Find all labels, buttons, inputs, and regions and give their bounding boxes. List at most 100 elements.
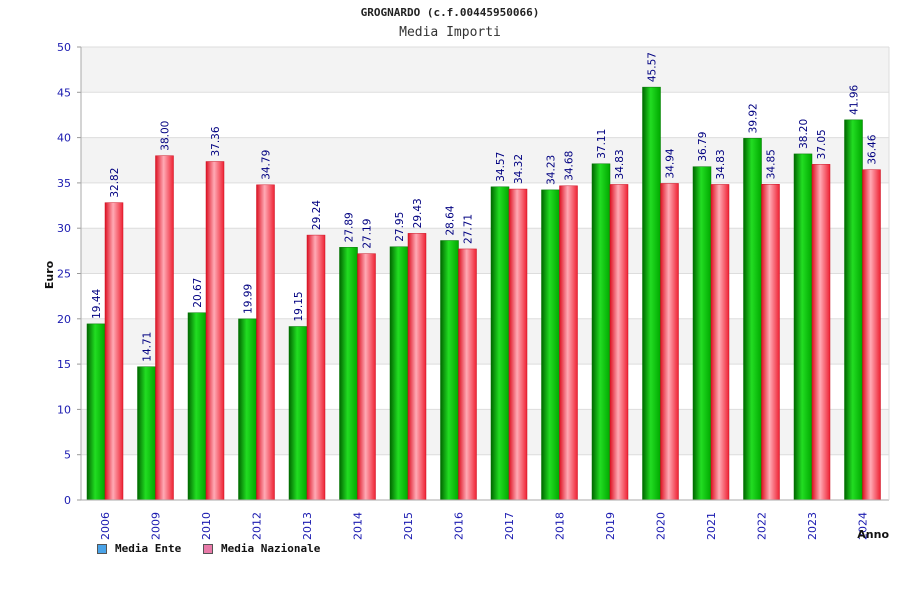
y-tick-label: 10 bbox=[57, 403, 71, 416]
x-tick-label: 2013 bbox=[301, 512, 314, 540]
data-label-media-ente: 34.57 bbox=[495, 152, 507, 182]
data-label-media-nazionale: 36.46 bbox=[867, 134, 879, 164]
y-tick-label: 35 bbox=[57, 177, 71, 190]
data-label-media-nazionale: 37.05 bbox=[816, 129, 828, 159]
data-label-media-nazionale: 27.19 bbox=[362, 219, 374, 249]
data-label-media-nazionale: 34.85 bbox=[766, 149, 778, 179]
bar-media-ente bbox=[288, 326, 308, 501]
bar-media-ente bbox=[490, 186, 510, 501]
x-tick-label: 2015 bbox=[402, 512, 415, 540]
y-tick-label: 25 bbox=[57, 268, 71, 281]
bar-media-ente bbox=[137, 366, 156, 501]
y-tick-label: 30 bbox=[57, 222, 71, 235]
x-tick-label: 2014 bbox=[352, 512, 365, 540]
bar-media-ente bbox=[692, 166, 712, 501]
data-label-media-nazionale: 34.83 bbox=[715, 149, 727, 179]
data-label-media-nazionale: 29.43 bbox=[412, 198, 424, 228]
grid-band bbox=[81, 47, 889, 93]
x-tick-label: 2016 bbox=[453, 512, 466, 540]
bar-media-nazionale bbox=[306, 234, 326, 501]
bar-media-nazionale bbox=[761, 184, 780, 501]
x-tick-label: 2017 bbox=[503, 512, 516, 540]
x-tick-label: 2021 bbox=[705, 512, 718, 540]
grid-band bbox=[81, 92, 889, 138]
legend-label-ente: Media Ente bbox=[115, 542, 182, 555]
bar-media-ente bbox=[389, 246, 409, 501]
data-label-media-nazionale: 34.32 bbox=[513, 154, 525, 184]
bar-media-nazionale bbox=[155, 155, 174, 501]
data-label-media-nazionale: 34.79 bbox=[261, 150, 273, 180]
data-label-media-nazionale: 27.71 bbox=[463, 214, 475, 244]
y-tick-label: 20 bbox=[57, 313, 71, 326]
x-tick-label: 2010 bbox=[200, 512, 213, 540]
x-tick-label: 2012 bbox=[251, 512, 264, 540]
bar-media-ente bbox=[642, 86, 661, 501]
data-label-media-nazionale: 34.83 bbox=[614, 149, 626, 179]
bar-media-ente bbox=[743, 138, 762, 501]
x-tick-label: 2019 bbox=[604, 512, 617, 540]
data-label-media-ente: 20.67 bbox=[192, 278, 204, 308]
data-label-media-ente: 14.71 bbox=[142, 332, 154, 362]
x-axis-label: Anno bbox=[857, 528, 889, 541]
bar-media-ente bbox=[793, 153, 813, 501]
bar-media-ente bbox=[187, 312, 207, 501]
y-tick-label: 50 bbox=[57, 41, 71, 54]
x-tick-label: 2023 bbox=[806, 512, 819, 540]
data-label-media-ente: 27.89 bbox=[344, 212, 356, 242]
data-label-media-ente: 45.57 bbox=[647, 52, 659, 82]
bar-media-ente bbox=[591, 163, 611, 501]
data-label-media-ente: 41.96 bbox=[849, 84, 861, 114]
legend-item-ente: Media Ente bbox=[97, 542, 181, 555]
bar-media-nazionale bbox=[508, 188, 528, 501]
bar-media-nazionale bbox=[357, 253, 376, 501]
bar-media-ente bbox=[844, 119, 863, 501]
data-label-media-ente: 36.79 bbox=[697, 132, 709, 162]
legend-swatch-nazionale bbox=[203, 543, 213, 554]
data-label-media-nazionale: 34.94 bbox=[665, 148, 677, 178]
legend-swatch-ente bbox=[97, 543, 107, 554]
data-label-media-nazionale: 32.82 bbox=[109, 168, 121, 198]
bar-media-nazionale bbox=[205, 161, 225, 501]
bar-media-nazionale bbox=[710, 184, 730, 501]
data-label-media-ente: 28.64 bbox=[445, 205, 457, 235]
bar-media-nazionale bbox=[862, 169, 881, 501]
bar-media-nazionale bbox=[104, 202, 124, 501]
y-tick-label: 40 bbox=[57, 132, 71, 145]
x-tick-label: 2006 bbox=[99, 512, 112, 540]
y-tick-label: 15 bbox=[57, 358, 71, 371]
bar-media-ente bbox=[86, 323, 106, 501]
bar-media-ente bbox=[238, 318, 257, 501]
x-tick-label: 2018 bbox=[554, 512, 567, 540]
bar-media-nazionale bbox=[609, 184, 629, 501]
data-label-media-nazionale: 38.00 bbox=[160, 121, 172, 151]
x-tick-label: 2024 bbox=[857, 512, 870, 540]
data-label-media-ente: 19.15 bbox=[293, 291, 305, 321]
data-label-media-nazionale: 34.68 bbox=[564, 151, 576, 181]
data-label-media-ente: 19.99 bbox=[243, 284, 255, 314]
x-tick-label: 2009 bbox=[150, 512, 163, 540]
bar-media-nazionale bbox=[256, 184, 275, 501]
data-label-media-ente: 34.23 bbox=[546, 155, 558, 185]
data-label-media-ente: 37.11 bbox=[596, 129, 608, 159]
x-tick-label: 2020 bbox=[655, 512, 668, 540]
y-tick-label: 0 bbox=[64, 494, 71, 507]
y-tick-label: 5 bbox=[64, 449, 71, 462]
chart-title: GROGNARDO (c.f.00445950066) bbox=[360, 6, 540, 19]
data-label-media-nazionale: 37.36 bbox=[210, 126, 222, 156]
bar-media-nazionale bbox=[458, 248, 477, 501]
y-axis-label: Euro bbox=[43, 260, 56, 289]
legend-label-nazionale: Media Nazionale bbox=[221, 542, 321, 555]
bar-media-nazionale bbox=[559, 185, 578, 501]
data-label-media-ente: 27.95 bbox=[394, 212, 406, 242]
bar-media-nazionale bbox=[811, 164, 831, 501]
bar-media-nazionale bbox=[660, 183, 679, 501]
bar-media-ente bbox=[541, 189, 560, 501]
data-label-media-nazionale: 29.24 bbox=[311, 200, 323, 230]
x-tick-label: 2022 bbox=[756, 512, 769, 540]
y-tick-label: 45 bbox=[57, 86, 71, 99]
legend-item-nazionale: Media Nazionale bbox=[203, 542, 320, 555]
data-label-media-ente: 19.44 bbox=[91, 288, 103, 318]
data-label-media-ente: 39.92 bbox=[748, 103, 760, 133]
